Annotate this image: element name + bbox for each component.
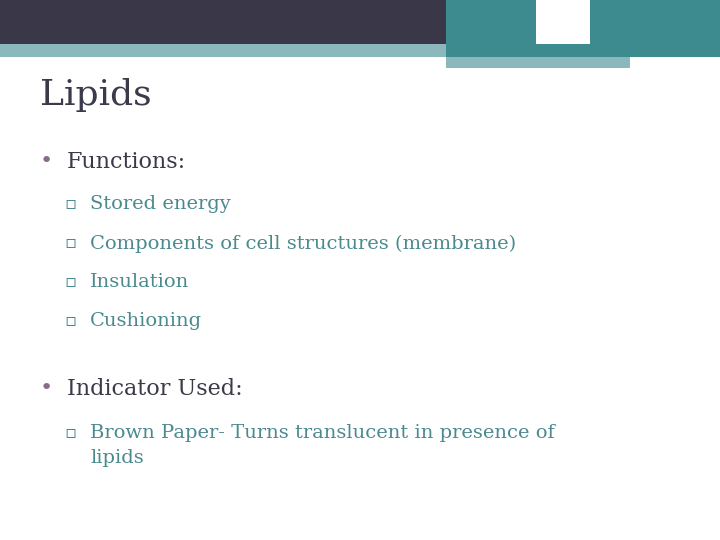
Text: Cushioning: Cushioning (90, 312, 202, 330)
Text: •: • (40, 151, 53, 171)
Bar (0, 0, 720, 44)
Text: ▫: ▫ (65, 312, 77, 330)
Bar (446, 57, 630, 68)
Text: ▫: ▫ (65, 273, 77, 291)
Text: Indicator Used:: Indicator Used: (67, 378, 243, 400)
Text: Stored energy: Stored energy (90, 195, 230, 213)
Text: Brown Paper- Turns translucent in presence of
lipids: Brown Paper- Turns translucent in presen… (90, 424, 554, 467)
Bar (536, 0, 590, 44)
Text: •: • (40, 378, 53, 398)
Text: ▫: ▫ (65, 234, 77, 252)
Text: Functions:: Functions: (67, 151, 186, 173)
Text: Lipids: Lipids (40, 78, 151, 112)
Bar (0, 44, 446, 57)
Text: Components of cell structures (membrane): Components of cell structures (membrane) (90, 234, 516, 253)
Text: ▫: ▫ (65, 195, 77, 213)
Text: Insulation: Insulation (90, 273, 189, 291)
Text: ▫: ▫ (65, 424, 77, 442)
Bar (446, 0, 720, 57)
